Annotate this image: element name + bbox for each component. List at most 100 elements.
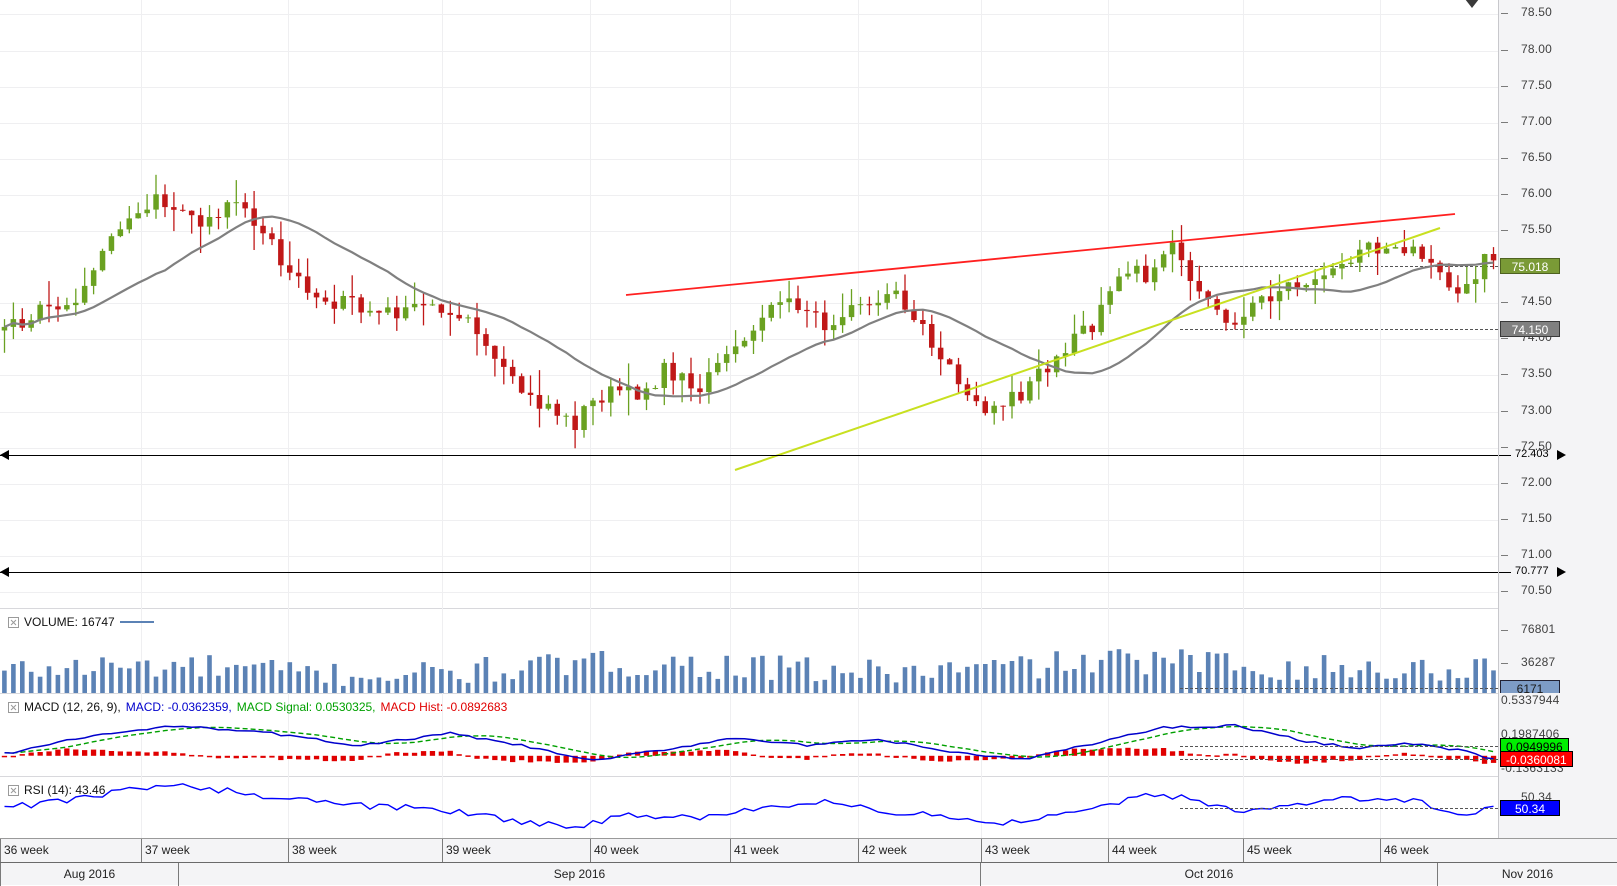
measure-label: 70.777	[1515, 565, 1549, 578]
volume-plot-area[interactable]	[0, 608, 1498, 693]
vertical-gridline	[590, 693, 591, 776]
week-label[interactable]: 38 week	[288, 839, 442, 862]
month-label[interactable]: Sep 2016	[178, 863, 980, 886]
week-label[interactable]: 41 week	[730, 839, 858, 862]
macd-pane[interactable]: 0.53379440.1987406-0.13631330.0949996-0.…	[0, 693, 1617, 776]
price-pane[interactable]: 78.50 78.00 77.50 77.00 76.50 76.00 75.50 74.50…	[0, 0, 1617, 608]
week-label[interactable]: 39 week	[442, 839, 590, 862]
week-label[interactable]: 37 week	[141, 839, 288, 862]
vertical-gridline	[1243, 776, 1244, 838]
vertical-gridline	[858, 608, 859, 693]
month-labels-row: Aug 2016 Sep 2016 Oct 2016 Nov 2016	[0, 863, 1617, 886]
measure-arrow-left	[0, 567, 9, 578]
price-plot-area[interactable]	[0, 0, 1498, 608]
vertical-gridline	[442, 776, 443, 838]
macd-legend[interactable]: MACD (12, 26, 9), MACD: -0.0362359, MACD…	[8, 700, 507, 714]
price-marker-dash	[1180, 328, 1498, 330]
volume-visibility-checkbox[interactable]	[8, 616, 19, 628]
rsi-pane[interactable]: 50.34 50.34	[0, 776, 1617, 838]
rsi-marker-dash	[1180, 807, 1498, 809]
measure-line[interactable]	[0, 572, 1498, 574]
vertical-gridline	[288, 0, 289, 608]
macd-signal-chip[interactable]: 0.0949996	[1500, 738, 1569, 755]
gridline	[0, 375, 1498, 377]
week-label[interactable]: 40 week	[590, 839, 730, 862]
vertical-gridline	[288, 608, 289, 693]
volume-axis[interactable]: 76801 36287 6171	[1498, 608, 1617, 697]
pane-divider	[0, 693, 1617, 694]
vertical-gridline	[141, 0, 142, 608]
pane-divider	[0, 608, 1617, 609]
macd-visibility-checkbox[interactable]	[8, 701, 19, 713]
price-marker-dash	[1180, 265, 1498, 267]
macd-marker-dash	[1180, 759, 1498, 761]
week-label[interactable]: 36 week	[0, 839, 141, 862]
vertical-gridline	[981, 608, 982, 693]
rsi-visibility-checkbox[interactable]	[8, 784, 19, 796]
vertical-gridline	[730, 608, 731, 693]
volume-color-swatch	[119, 621, 154, 623]
week-label[interactable]: 42 week	[858, 839, 981, 862]
macd-marker-dash	[1180, 746, 1498, 748]
volume-pane[interactable]: 76801 36287 6171	[0, 608, 1617, 697]
moving-average-chip[interactable]: 74.150	[1500, 320, 1560, 337]
gridline	[0, 556, 1498, 557]
measure-arrow-left	[0, 449, 9, 460]
gridline	[0, 158, 1498, 160]
vertical-gridline	[288, 776, 289, 838]
gridline	[0, 231, 1498, 233]
measure-arrow-right	[1557, 567, 1566, 578]
vertical-gridline	[590, 608, 591, 693]
macd-legend-signal: MACD Signal: 0.0530325,	[236, 700, 376, 714]
vertical-gridline	[288, 693, 289, 776]
vertical-gridline	[1380, 608, 1381, 693]
vertical-gridline	[1243, 693, 1244, 776]
macd-value-chip[interactable]: -0.0360081	[1500, 751, 1573, 768]
week-labels-row: 36 week 37 week 38 week 39 week 40 week 41 we…	[0, 839, 1617, 863]
month-label[interactable]: Oct 2016	[980, 863, 1437, 886]
vertical-gridline	[1108, 693, 1109, 776]
rsi-legend-label: RSI (14): 43.46	[24, 783, 106, 797]
gridline	[0, 519, 1498, 521]
vertical-gridline	[141, 776, 142, 838]
month-label[interactable]: Nov 2016	[1437, 863, 1617, 886]
measure-arrow-right	[1557, 449, 1566, 460]
last-price-chip[interactable]: 75.018	[1500, 257, 1560, 274]
week-label[interactable]: 45 week	[1243, 839, 1380, 862]
volume-legend[interactable]: VOLUME: 16747	[8, 615, 154, 629]
week-label[interactable]: 46 week	[1380, 839, 1498, 862]
vertical-gridline	[590, 776, 591, 838]
rsi-value-chip[interactable]: 50.34	[1500, 799, 1560, 816]
gridline	[0, 194, 1498, 196]
gridline	[0, 86, 1498, 88]
week-label[interactable]: 44 week	[1108, 839, 1243, 862]
vertical-gridline	[141, 608, 142, 693]
macd-plot-area[interactable]	[0, 693, 1498, 776]
week-label[interactable]: 43 week	[981, 839, 1108, 862]
vertical-gridline	[442, 608, 443, 693]
rsi-axis[interactable]: 50.34 50.34	[1498, 776, 1617, 838]
vertical-gridline	[730, 776, 731, 838]
vertical-gridline	[1380, 693, 1381, 776]
scroll-position-marker[interactable]	[1465, 0, 1479, 8]
vertical-gridline	[590, 0, 591, 608]
measure-line[interactable]	[0, 454, 1498, 456]
vertical-gridline	[981, 776, 982, 838]
time-axis[interactable]: 36 week 37 week 38 week 39 week 40 week 41 we…	[0, 838, 1617, 886]
macd-axis[interactable]: 0.53379440.1987406-0.13631330.0949996-0.…	[1498, 693, 1617, 776]
gridline	[0, 483, 1498, 485]
vertical-gridline	[730, 693, 731, 776]
macd-legend-params: MACD (12, 26, 9),	[24, 700, 121, 714]
pane-divider	[0, 776, 1617, 777]
gridline	[0, 447, 1498, 449]
vertical-gridline	[1108, 608, 1109, 693]
gridline	[0, 50, 1498, 52]
rsi-legend[interactable]: RSI (14): 43.46	[8, 783, 105, 797]
vertical-gridline	[730, 0, 731, 608]
vertical-gridline	[858, 776, 859, 838]
rsi-plot-area[interactable]	[0, 776, 1498, 838]
macd-legend-value: MACD: -0.0362359,	[125, 700, 232, 714]
price-axis[interactable]: 78.50 78.00 77.50 77.00 76.50 76.00 75.50 74.50…	[1498, 0, 1617, 608]
gridline	[0, 411, 1498, 413]
month-label[interactable]: Aug 2016	[0, 863, 178, 886]
